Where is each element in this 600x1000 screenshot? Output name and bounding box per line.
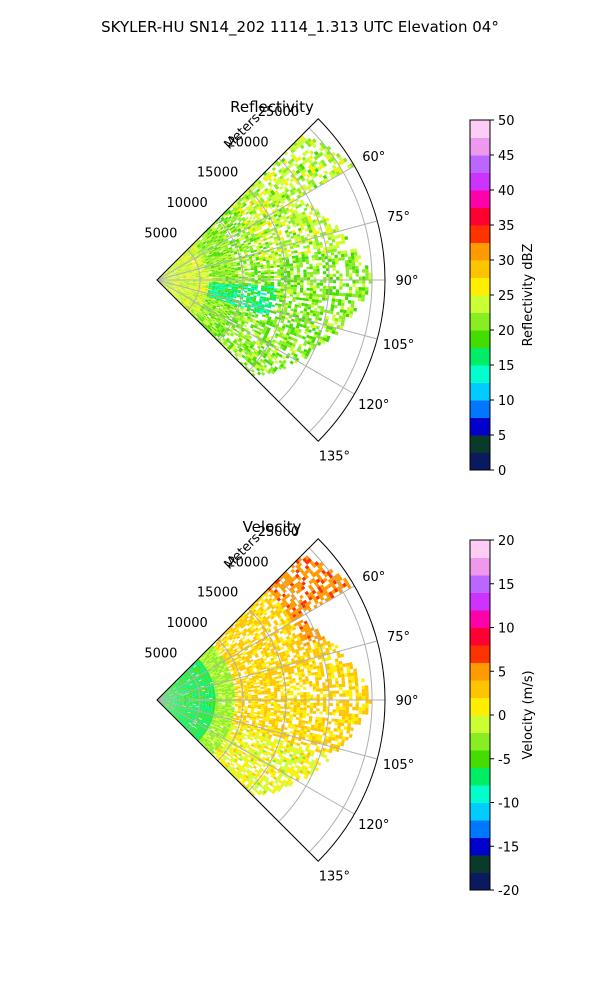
colorbar-tick-label: 15 (498, 578, 515, 593)
radial-tick-label: 15000 (197, 586, 238, 601)
colorbar-tick-label: -10 (498, 797, 519, 812)
azimuth-tick-label: 60° (362, 570, 385, 585)
azimuth-tick-label: 75° (387, 630, 410, 645)
colorbar-tick-label: 10 (498, 394, 515, 409)
azimuth-tick-label: 60° (362, 150, 385, 165)
azimuth-tick-label: 120° (358, 818, 389, 833)
azimuth-tick-label: 120° (358, 398, 389, 413)
radial-tick-label: 25000 (258, 105, 299, 120)
azimuth-tick-label: 90° (395, 694, 418, 709)
colorbar-tick-label: 45 (498, 149, 515, 164)
sector-frame (156, 118, 386, 442)
colorbar-tick-label: 15 (498, 359, 515, 374)
colorbar: 0 5 10 15 20 25 30 35 40 45 50 Reflectivity dBZ (469, 114, 536, 479)
colorbar-label: Velocity (m/s) (521, 670, 536, 759)
radial-tick-label: 20000 (227, 555, 268, 570)
colorbar-tick-label: 35 (498, 219, 515, 234)
colorbar-label: Reflectivity dBZ (521, 244, 536, 347)
data-field (157, 555, 372, 797)
colorbar-tick-label: 25 (498, 289, 515, 304)
colorbar-tick-label: 50 (498, 114, 515, 129)
panel-title: Reflectivity (230, 98, 314, 116)
colorbar-tick-label: 30 (498, 254, 515, 269)
colorbar-tick-label: -15 (498, 840, 519, 855)
data-field (157, 134, 372, 377)
colorbar-tick-label: -5 (498, 753, 511, 768)
panel-reflectivity: Reflectivity500010000150002000025000Mete… (144, 98, 536, 479)
azimuth-tick-label: 105° (383, 758, 414, 773)
colorbar-tick-label: 20 (498, 324, 515, 339)
radial-tick-label: 20000 (227, 135, 268, 150)
colorbar: -20 -15 -10 -5 0 5 10 15 20 Velocity (m/s) (469, 534, 536, 899)
azimuth-tick-label: 90° (395, 274, 418, 289)
colorbar-tick-label: 5 (498, 665, 506, 680)
azimuth-tick-label: 75° (387, 210, 410, 225)
azimuth-tick-label: 135° (319, 869, 350, 884)
radial-tick-label: 10000 (166, 196, 207, 211)
colorbar-tick-label: 5 (498, 429, 506, 444)
colorbar-tick-label: 40 (498, 184, 515, 199)
figure-title: SKYLER-HU SN14_202 1114_1.313 UTC Elevat… (101, 18, 499, 37)
radial-tick-label: 15000 (197, 166, 238, 181)
panels: Reflectivity500010000150002000025000Mete… (144, 98, 536, 899)
azimuth-tick-label: 135° (319, 449, 350, 464)
panel-title: Velocity (243, 518, 302, 536)
azimuth-tick-label: 105° (383, 338, 414, 353)
colorbar-tick-label: 20 (498, 534, 515, 549)
colorbar-tick-label: -20 (498, 884, 519, 899)
colorbar-tick-label: 0 (498, 464, 506, 479)
radial-tick-label: 5000 (144, 647, 177, 662)
panel-velocity: Velocity500010000150002000025000Meters60… (144, 518, 536, 899)
radial-tick-label: 5000 (144, 227, 177, 242)
radial-tick-label: 10000 (166, 616, 207, 631)
sector-frame (156, 538, 386, 862)
colorbar-tick-label: 10 (498, 622, 515, 637)
colorbar-tick-label: 0 (498, 709, 506, 724)
radial-tick-label: 25000 (258, 525, 299, 540)
